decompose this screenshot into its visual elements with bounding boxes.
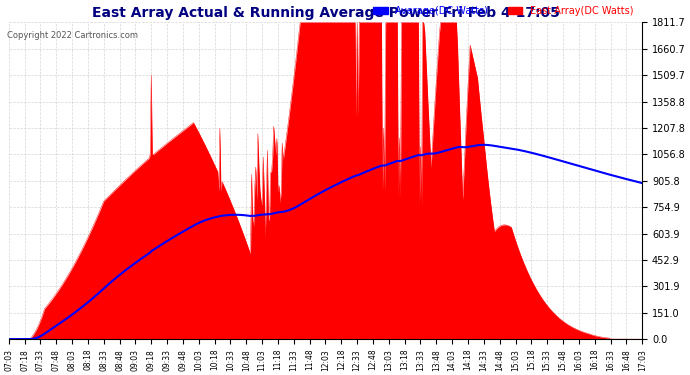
- Text: Copyright 2022 Cartronics.com: Copyright 2022 Cartronics.com: [7, 30, 138, 39]
- Title: East Array Actual & Running Average Power Fri Feb 4 17:05: East Array Actual & Running Average Powe…: [92, 6, 560, 20]
- Legend: Average(DC Watts), East Array(DC Watts): Average(DC Watts), East Array(DC Watts): [369, 2, 638, 20]
